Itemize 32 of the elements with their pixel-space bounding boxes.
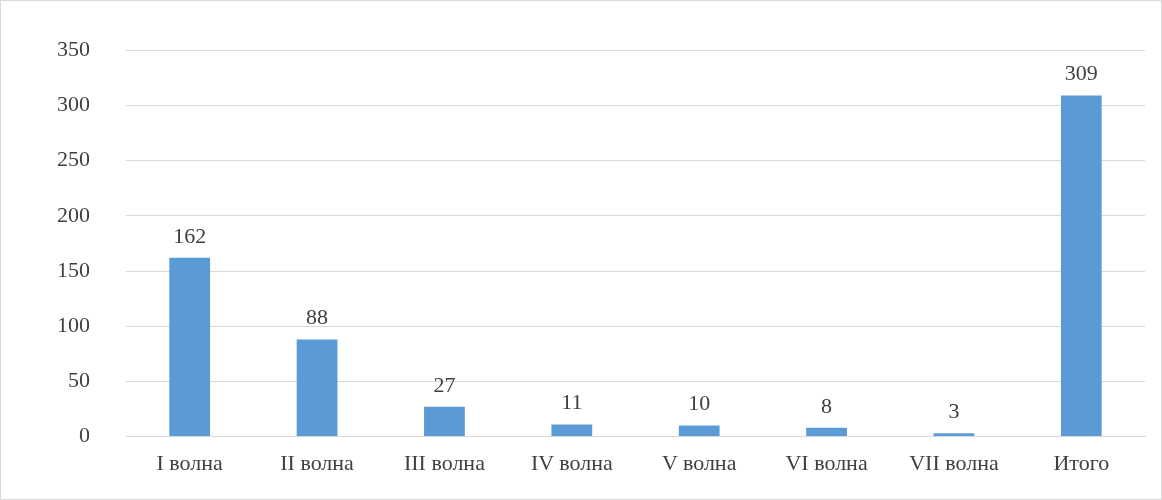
- data-label: 3: [948, 398, 960, 424]
- y-tick-label: 250: [57, 146, 90, 172]
- bar: [678, 425, 720, 437]
- bar: [169, 257, 211, 437]
- x-tick-label: VI волна: [785, 449, 868, 475]
- y-tick-label: 300: [57, 91, 90, 117]
- data-label: 10: [688, 390, 711, 416]
- y-tick-label: 350: [57, 35, 90, 61]
- bar: [933, 433, 975, 437]
- data-label: 27: [433, 371, 456, 397]
- bar: [551, 424, 593, 437]
- x-tick-label: I волна: [156, 449, 224, 475]
- data-label: 8: [821, 392, 833, 418]
- x-tick-label: Итого: [1053, 449, 1110, 475]
- y-tick-label: 0: [79, 422, 90, 448]
- x-tick-label: IV волна: [530, 449, 613, 475]
- data-label: 162: [173, 222, 207, 248]
- y-tick-label: 150: [57, 256, 90, 282]
- x-tick-label: III волна: [403, 449, 486, 475]
- bar: [1060, 95, 1102, 437]
- y-tick-label: 50: [68, 367, 90, 393]
- x-tick-label: II волна: [280, 449, 355, 475]
- data-label: 11: [561, 389, 583, 415]
- bar: [296, 339, 338, 437]
- bar: [424, 406, 465, 437]
- x-tick-label: VII волна: [909, 449, 999, 475]
- x-tick-label: V волна: [661, 449, 737, 475]
- data-label: 88: [306, 304, 329, 330]
- bar: [806, 427, 847, 437]
- y-tick-label: 200: [57, 201, 90, 227]
- data-label: 309: [1064, 60, 1098, 86]
- y-tick-label: 100: [57, 311, 90, 337]
